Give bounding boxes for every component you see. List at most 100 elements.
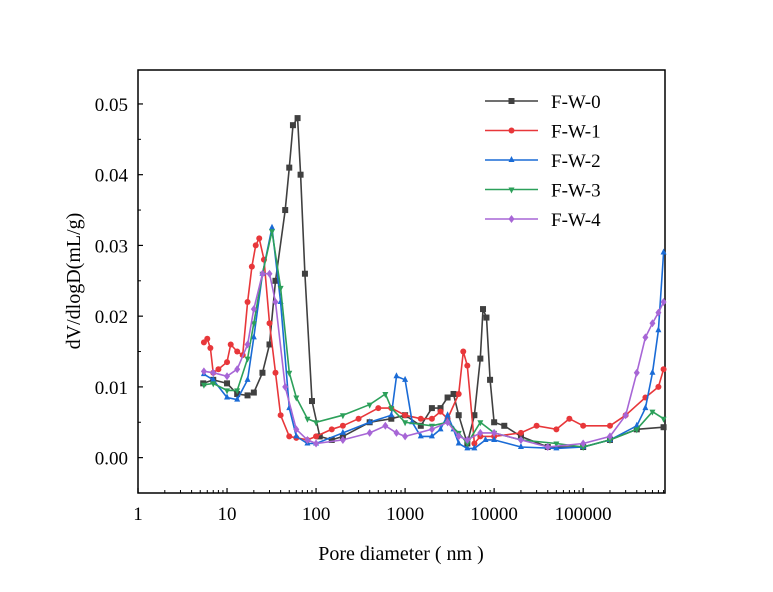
circle-marker <box>471 440 478 447</box>
square-marker <box>483 314 490 321</box>
circle-marker <box>655 383 662 390</box>
diamond-marker <box>477 428 484 437</box>
circle-marker <box>455 390 462 397</box>
square-marker <box>480 306 487 313</box>
circle-marker <box>272 369 279 376</box>
diamond-marker <box>313 439 320 448</box>
x-axis-ticks: 1 10 100 1000 10000 100000 <box>133 488 665 525</box>
circle-marker <box>508 127 515 134</box>
x-tick-label: 100 <box>302 504 331 525</box>
diamond-marker <box>366 428 373 437</box>
circle-marker <box>234 348 241 355</box>
diamond-marker <box>633 368 640 377</box>
y-tick-label: 0.01 <box>95 378 128 399</box>
circle-marker <box>227 341 234 348</box>
diamond-marker <box>304 435 311 444</box>
diamond-marker <box>266 269 273 278</box>
triangle-up-marker <box>269 223 276 230</box>
triangle-up-marker <box>293 432 300 439</box>
triangle-down-marker <box>366 402 373 409</box>
circle-marker <box>437 408 444 415</box>
square-marker <box>477 355 484 362</box>
triangle-up-marker <box>393 372 400 379</box>
triangle-up-marker <box>642 404 649 411</box>
triangle-up-marker <box>471 444 478 451</box>
circle-marker <box>517 429 524 436</box>
legend-label: F-W-3 <box>551 181 601 202</box>
triangle-up-marker <box>633 421 640 428</box>
square-marker <box>487 376 494 383</box>
circle-marker <box>417 415 424 422</box>
x-tick-label: 1000 <box>386 504 424 525</box>
triangle-down-marker <box>210 381 217 388</box>
triangle-down-marker <box>553 441 560 448</box>
circle-marker <box>355 415 362 422</box>
square-marker <box>297 171 304 178</box>
diamond-marker <box>655 308 662 317</box>
square-marker <box>388 415 395 422</box>
circle-marker <box>266 320 273 327</box>
square-marker <box>501 422 508 429</box>
circle-marker <box>207 344 214 351</box>
triangle-down-marker <box>649 409 656 416</box>
square-marker <box>259 369 266 376</box>
square-marker <box>294 115 301 122</box>
square-marker <box>316 433 323 440</box>
diamond-marker <box>660 298 667 307</box>
diamond-marker <box>464 435 471 444</box>
circle-marker <box>606 422 613 429</box>
triangle-down-marker <box>293 395 300 402</box>
triangle-down-marker <box>660 416 667 423</box>
square-marker <box>308 398 315 405</box>
diamond-marker <box>580 439 587 448</box>
triangle-down-marker <box>224 388 231 395</box>
square-marker <box>417 422 424 429</box>
triangle-down-marker <box>313 420 320 427</box>
triangle-down-marker <box>269 229 276 236</box>
triangle-down-marker <box>234 388 241 395</box>
triangle-up-marker <box>655 326 662 333</box>
triangle-up-marker <box>508 156 515 162</box>
triangle-up-marker <box>491 435 498 442</box>
triangle-up-marker <box>234 395 241 402</box>
square-marker <box>471 412 478 419</box>
triangle-up-marker <box>437 425 444 432</box>
triangle-up-marker <box>210 375 217 382</box>
y-tick-label: 0.04 <box>95 166 129 187</box>
square-marker <box>286 164 293 171</box>
circle-marker <box>428 415 435 422</box>
circle-marker <box>375 405 382 412</box>
y-tick-label: 0.02 <box>95 307 128 328</box>
diamond-marker <box>491 428 498 437</box>
legend-label: F-W-2 <box>551 151 601 172</box>
square-marker <box>224 380 231 387</box>
series-line <box>203 227 665 450</box>
circle-marker <box>204 335 211 342</box>
diamond-marker <box>200 367 207 376</box>
circle-marker <box>464 362 471 369</box>
circle-marker <box>224 359 231 366</box>
triangle-down-marker <box>402 420 409 427</box>
legend: F-W-0 F-W-1 F-W-2 F-W-3 F-W-4 <box>485 92 601 231</box>
triangle-down-marker <box>244 356 251 363</box>
diamond-marker <box>606 432 613 441</box>
triangle-down-marker <box>382 391 389 398</box>
circle-marker <box>460 348 467 355</box>
square-marker <box>455 412 462 419</box>
circle-marker <box>256 235 263 242</box>
square-marker <box>491 419 498 426</box>
diamond-marker <box>272 298 279 307</box>
diamond-marker <box>649 319 656 328</box>
circle-marker <box>339 422 346 429</box>
circle-marker <box>277 412 284 419</box>
triangle-down-marker <box>606 437 613 444</box>
circle-marker <box>328 426 335 433</box>
triangle-up-marker <box>649 368 656 375</box>
diamond-marker <box>444 418 451 427</box>
x-axis-label: Pore diameter ( nm ) <box>318 543 484 565</box>
triangle-up-marker <box>417 432 424 439</box>
triangle-up-marker <box>366 418 373 425</box>
diamond-marker <box>282 382 289 391</box>
x-tick-label: 10000 <box>470 504 518 525</box>
